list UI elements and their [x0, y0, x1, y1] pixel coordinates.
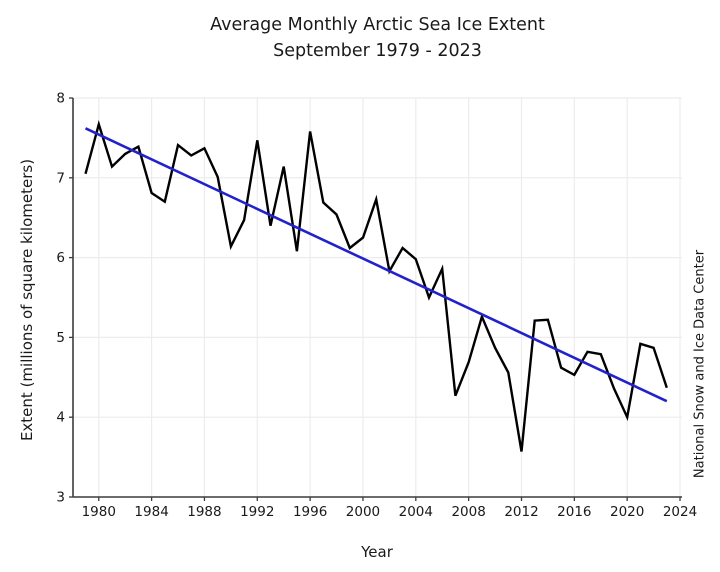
- x-tick-label: 1984: [134, 504, 168, 520]
- chart-subtitle: September 1979 - 2023: [273, 41, 482, 61]
- x-tick-label: 1980: [82, 504, 116, 520]
- x-tick-label: 1996: [293, 504, 327, 520]
- x-tick-label: 2008: [451, 504, 485, 520]
- x-axis-label: Year: [361, 543, 393, 561]
- y-tick-label: 8: [56, 91, 65, 107]
- x-tick-label: 2020: [610, 504, 644, 520]
- september-extent-line: [84, 119, 668, 452]
- linear-trend-line: [84, 127, 668, 403]
- y-axis-label: Extent (millions of square kilometers): [18, 158, 36, 442]
- x-tick-label: 1988: [187, 504, 221, 520]
- y-tick-label: 5: [56, 330, 65, 346]
- x-tick-label: 2016: [557, 504, 591, 520]
- y-tick-label: 7: [56, 170, 65, 186]
- x-tick-label: 2012: [504, 504, 538, 520]
- chart-title-block: Average Monthly Arctic Sea Ice Extent Se…: [73, 12, 682, 64]
- x-tick-label: 1992: [240, 504, 274, 520]
- chart-title: Average Monthly Arctic Sea Ice Extent: [210, 15, 545, 35]
- y-tick-label: 3: [56, 490, 65, 506]
- x-tick-label: 2024: [663, 504, 697, 520]
- source-credit-label: National Snow and Ice Data Center: [692, 249, 708, 479]
- y-tick-label: 6: [56, 250, 65, 266]
- y-tick-label: 4: [56, 410, 65, 426]
- x-tick-label: 2000: [346, 504, 380, 520]
- x-tick-label: 2004: [399, 504, 433, 520]
